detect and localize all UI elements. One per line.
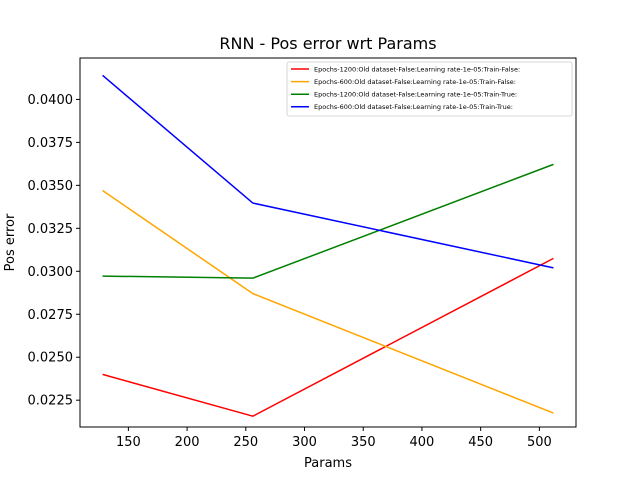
legend-label-2: Epochs-600:Old dataset-False:Learning ra… — [314, 78, 516, 86]
legend-label-1: Epochs-1200:Old dataset-False:Learning r… — [314, 65, 520, 73]
series-line-3 — [102, 163, 554, 279]
y-tick-label: 0.0300 — [28, 265, 74, 280]
plot-frame — [79, 57, 577, 428]
y-tick-label: 0.0325 — [28, 222, 74, 237]
x-tick-label: 400 — [410, 435, 435, 450]
y-tick-label: 0.0375 — [28, 136, 74, 151]
y-tick-label: 0.0225 — [28, 394, 74, 409]
y-axis-label: Pos error — [3, 213, 18, 271]
y-axis-ticks: 0.0225 0.0250 0.0275 0.0300 0.0325 0.0350 0.03… — [28, 93, 80, 409]
y-tick-label: 0.0250 — [28, 351, 74, 366]
x-tick-label: 300 — [292, 435, 317, 450]
legend-label-4: Epochs-600:Old dataset-False:Learning ra… — [314, 103, 513, 111]
series-line-2 — [102, 189, 554, 414]
plot-background — [80, 58, 576, 427]
legend-label-3: Epochs-1200:Old dataset-False:Learning r… — [314, 91, 517, 99]
legend: Epochs-1200:Old dataset-False:Learning r… — [286, 61, 573, 117]
legend-items: Epochs-1200:Old dataset-False:Learning r… — [291, 65, 520, 111]
series-layer — [102, 74, 554, 417]
x-tick-label: 350 — [351, 435, 376, 450]
series-line-4 — [102, 74, 554, 269]
y-tick-label: 0.0350 — [28, 179, 74, 194]
x-tick-label: 500 — [527, 435, 552, 450]
x-axis-label: Params — [304, 456, 352, 471]
chart-title: RNN - Pos error wrt Params — [219, 34, 436, 53]
x-tick-label: 200 — [175, 435, 200, 450]
x-tick-label: 450 — [468, 435, 493, 450]
x-tick-label: 150 — [116, 435, 141, 450]
series-line-1 — [102, 257, 554, 417]
x-axis-ticks: 150 200 250 300 350 400 450 500 — [116, 427, 552, 450]
y-tick-label: 0.0275 — [28, 308, 74, 323]
x-tick-label: 250 — [233, 435, 258, 450]
legend-box — [286, 61, 573, 117]
y-tick-label: 0.0400 — [28, 93, 74, 108]
